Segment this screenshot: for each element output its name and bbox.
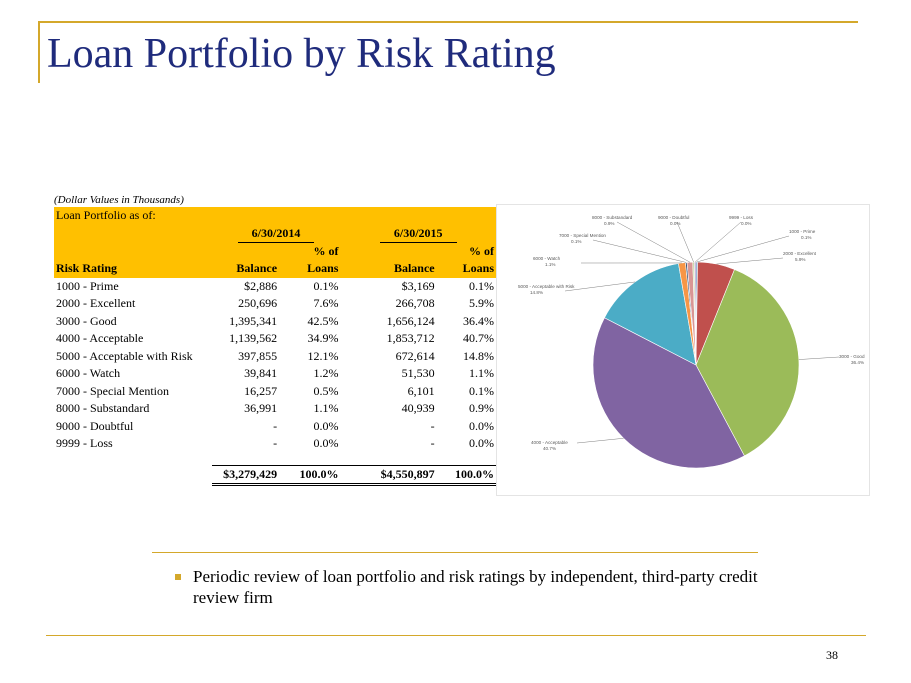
header-row-pct: % of % of	[54, 242, 496, 260]
leader-line	[798, 356, 840, 360]
pie-label: 2000 - Excellent	[783, 251, 817, 256]
total-pct-2015: 100.0%	[436, 464, 496, 486]
header-row-caption: Loan Portfolio as of:	[54, 207, 496, 225]
leader-line	[592, 239, 687, 263]
pie-value-label: 14.8%	[530, 290, 543, 295]
pie-slice	[695, 269, 800, 457]
pie-slices	[592, 261, 800, 469]
pie-value-label: 0.0%	[741, 221, 751, 226]
col-loans-2014: Loans	[279, 260, 341, 278]
leader-line	[696, 235, 790, 263]
pie-slice	[592, 317, 745, 469]
slide-title: Loan Portfolio by Risk Rating	[47, 31, 556, 77]
page-number: 38	[826, 648, 838, 662]
total-row: $3,279,429 100.0% $4,550,897 100.0%	[54, 464, 496, 486]
pie-value-label: 0.1%	[571, 239, 581, 244]
leader-line	[576, 438, 624, 444]
pct-header-2015: % of	[436, 242, 496, 260]
bullet-square-icon	[175, 574, 181, 580]
pie-value-label: 0.0%	[670, 221, 680, 226]
risk-rating-table: Loan Portfolio as of: 6/30/2014 6/30/201…	[54, 207, 496, 486]
total-pct-2014: 100.0%	[279, 464, 341, 486]
footer-rule	[46, 635, 866, 636]
total-balance-2014: $3,279,429	[211, 464, 280, 486]
title-rule-top	[38, 21, 858, 23]
bullet-point: Periodic review of loan portfolio and ri…	[175, 566, 758, 608]
date-2014: 6/30/2014	[211, 224, 341, 243]
bullet-text: Periodic review of loan portfolio and ri…	[193, 567, 758, 607]
date-2015: 6/30/2015	[340, 224, 496, 243]
risk-rating-pie-chart: 1000 - Prime 0.1% 2000 - Excellent 5.9% 3000…	[496, 204, 870, 496]
leader-line	[616, 221, 691, 263]
pie-label: 1000 - Prime	[789, 229, 816, 234]
bullet-divider	[152, 552, 758, 553]
pie-label: 3000 - Good	[839, 354, 865, 359]
leader-line	[676, 221, 694, 263]
pct-header-2014: % of	[279, 242, 341, 260]
table-row: 8000 - Substandard 36,991 1.1% 40,939 0.…	[56, 401, 494, 416]
pie-label: 7000 - Special Mention	[559, 233, 606, 238]
table-row: 4000 - Acceptable 1,139,562 34.9% 1,853,…	[56, 331, 494, 346]
pie-slice	[694, 261, 697, 366]
pie-value-label: 5.9%	[795, 257, 805, 262]
table-row: 2000 - Excellent 250,696 7.6% 266,708 5.…	[56, 296, 494, 311]
table-row: 9000 - Doubtful - 0.0% - 0.0%	[56, 418, 494, 433]
table-row: 7000 - Special Mention 16,257 0.5% 6,101…	[56, 383, 494, 398]
header-row-columns: Risk Rating Balance Loans Balance Loans	[54, 260, 496, 278]
pie-value-label: 0.1%	[801, 235, 811, 240]
pie-leader-lines	[564, 221, 840, 444]
col-balance-2014: Balance	[211, 260, 280, 278]
table-row: 1000 - Prime $2,886 0.1% $3,169 0.1%	[56, 278, 494, 293]
pie-value-label: 1.1%	[545, 262, 555, 267]
table-row: 9999 - Loss - 0.0% - 0.0%	[56, 436, 494, 451]
pie-label: 5000 - Acceptable with Risk	[518, 284, 575, 289]
table-caption: Loan Portfolio as of:	[54, 207, 496, 225]
col-balance-2015: Balance	[340, 260, 437, 278]
table-row: 5000 - Acceptable with Risk 397,855 12.1…	[56, 348, 494, 363]
header-row-dates: 6/30/2014 6/30/2015	[54, 224, 496, 243]
leader-line	[695, 221, 742, 263]
pie-label: 4000 - Acceptable	[531, 440, 568, 445]
total-balance-2015: $4,550,897	[340, 464, 437, 486]
table-row: 6000 - Watch 39,841 1.2% 51,530 1.1%	[56, 366, 494, 381]
pie-value-label: 36.4%	[851, 360, 864, 365]
title-rule-left	[38, 21, 40, 83]
pie-value-label: 40.7%	[543, 446, 556, 451]
pie-label: 9999 - Loss	[729, 215, 754, 220]
col-risk-rating: Risk Rating	[54, 260, 212, 278]
table-row: 3000 - Good 1,395,341 42.5% 1,656,124 36…	[56, 313, 494, 328]
leader-line	[564, 281, 636, 292]
unit-note: (Dollar Values in Thousands)	[54, 194, 184, 206]
pie-label: 9000 - Doubtful	[658, 215, 689, 220]
leader-line	[716, 257, 784, 265]
loan-portfolio-table: (Dollar Values in Thousands) Loan Portfo…	[54, 193, 496, 486]
pie-label: 6000 - Watch	[533, 256, 561, 261]
pie-value-label: 0.9%	[604, 221, 614, 226]
col-loans-2015: Loans	[436, 260, 496, 278]
pie-label: 8000 - Substandard	[592, 215, 633, 220]
